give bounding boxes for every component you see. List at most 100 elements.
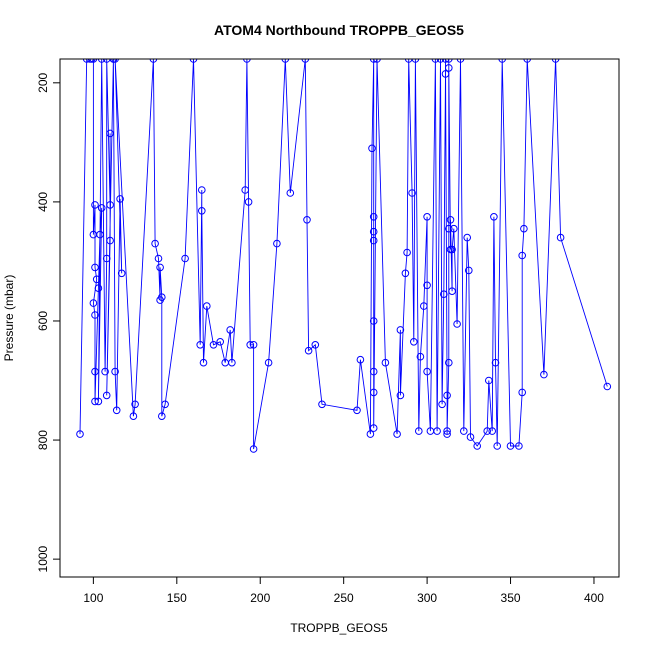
- data-point: [441, 70, 450, 78]
- y-tick-label: 1000: [36, 545, 50, 572]
- data-point: [423, 367, 431, 376]
- data-point: [520, 224, 528, 233]
- data-point: [490, 213, 498, 221]
- data-point: [556, 233, 565, 242]
- data-point: [518, 388, 527, 397]
- y-tick-label: 800: [36, 430, 50, 450]
- data-point: [401, 269, 410, 278]
- data-point: [540, 370, 548, 379]
- data-point: [416, 352, 425, 361]
- data-point: [403, 248, 411, 257]
- data-point: [102, 391, 111, 400]
- y-tick-label: 600: [36, 311, 50, 331]
- data-point: [209, 341, 218, 349]
- y-tick-label: 200: [36, 72, 50, 92]
- data-point: [203, 302, 211, 310]
- data-point: [111, 367, 119, 376]
- data-point: [158, 293, 166, 302]
- data-point: [129, 412, 138, 421]
- data-point: [369, 227, 378, 236]
- data-point: [264, 358, 273, 367]
- data-point: [198, 207, 206, 215]
- data-point: [91, 367, 99, 376]
- data-point: [448, 245, 456, 254]
- data-point: [369, 236, 378, 245]
- data-point: [216, 338, 224, 346]
- data-point: [393, 430, 401, 438]
- data-point: [181, 254, 189, 263]
- data-layer: [76, 59, 612, 453]
- x-tick-label: 100: [83, 591, 103, 605]
- data-point: [396, 326, 405, 334]
- data-point: [249, 445, 258, 453]
- data-point: [92, 275, 101, 284]
- data-point: [381, 358, 390, 367]
- data-point: [445, 358, 453, 367]
- data-point: [91, 397, 99, 406]
- data-point: [116, 195, 124, 203]
- data-point: [485, 376, 493, 385]
- data-point: [473, 442, 482, 450]
- data-point: [311, 341, 320, 349]
- data-point: [366, 430, 375, 438]
- data-point: [131, 400, 139, 409]
- data-point: [460, 427, 468, 435]
- data-point: [463, 233, 472, 242]
- data-point: [483, 427, 492, 435]
- chart-title: ATOM4 Northbound TROPPB_GEOS5: [214, 22, 464, 38]
- data-point: [420, 302, 428, 310]
- x-axis-label: TROPPB_GEOS5: [290, 621, 388, 635]
- data-point: [353, 406, 361, 415]
- data-point: [443, 427, 451, 435]
- data-point: [273, 239, 281, 248]
- data-point: [244, 198, 253, 206]
- data-point: [518, 251, 527, 260]
- data-point: [156, 263, 164, 272]
- data-point: [440, 290, 448, 299]
- data-point: [445, 64, 453, 72]
- data-point: [443, 430, 451, 438]
- data-point: [91, 311, 99, 319]
- data-point: [603, 382, 612, 391]
- data-point: [423, 281, 431, 290]
- data-point: [198, 186, 206, 194]
- data-point: [369, 213, 378, 221]
- data-point: [369, 424, 378, 432]
- data-point: [91, 201, 99, 209]
- y-tick-label: 400: [36, 192, 50, 212]
- x-tick-label: 150: [167, 591, 187, 605]
- data-point: [249, 341, 258, 349]
- data-point: [423, 213, 431, 221]
- data-point: [228, 358, 236, 367]
- data-point: [94, 397, 103, 406]
- data-point: [506, 442, 515, 450]
- data-point: [154, 254, 163, 263]
- data-point: [97, 204, 106, 212]
- x-tick-label: 200: [250, 591, 270, 605]
- data-point: [396, 391, 405, 400]
- data-point: [241, 186, 249, 194]
- y-axis: 200 400 600 800 1000: [36, 72, 60, 572]
- data-point: [453, 320, 461, 328]
- x-tick-label: 300: [417, 591, 437, 605]
- data-point: [408, 189, 416, 197]
- data-point: [369, 388, 378, 397]
- data-point: [246, 341, 254, 349]
- data-point: [117, 269, 126, 278]
- series-line: [79, 59, 608, 450]
- data-point: [112, 406, 121, 415]
- data-point: [96, 230, 104, 239]
- data-point: [438, 400, 446, 409]
- data-point: [94, 284, 103, 293]
- data-point: [226, 326, 234, 334]
- data-point: [465, 266, 473, 275]
- data-point: [158, 412, 166, 421]
- data-point: [76, 430, 84, 438]
- x-tick-label: 400: [584, 591, 604, 605]
- data-point: [101, 367, 109, 376]
- data-point: [106, 201, 114, 209]
- data-point: [488, 427, 497, 435]
- data-point: [493, 442, 502, 450]
- data-point: [318, 400, 326, 409]
